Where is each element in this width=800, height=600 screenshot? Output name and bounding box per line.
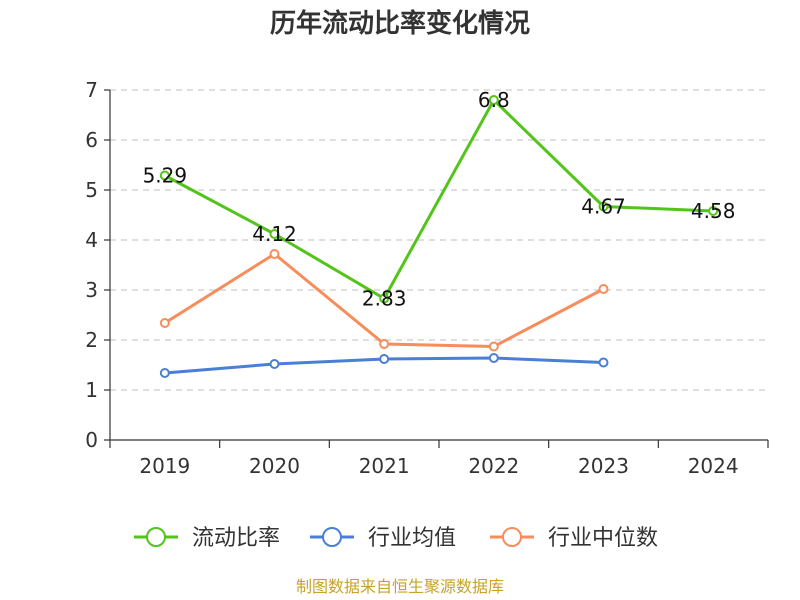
x-tick-label: 2020 xyxy=(249,454,300,478)
legend-marker xyxy=(502,527,522,547)
y-tick-label: 6 xyxy=(85,128,98,152)
x-tick-label: 2021 xyxy=(359,454,410,478)
data-point xyxy=(708,206,719,216)
y-tick-label: 0 xyxy=(85,428,98,452)
x-tick-label: 2022 xyxy=(468,454,519,478)
data-label: 2.83 xyxy=(362,287,407,311)
legend-item-label: 流动比率 xyxy=(192,526,280,551)
y-tick-label: 7 xyxy=(85,78,98,102)
data-point xyxy=(379,339,390,349)
data-point xyxy=(269,359,280,369)
series xyxy=(159,95,719,378)
source-note: 制图数据来自恒生聚源数据库 xyxy=(296,577,504,596)
data-labels: 5.29 4.12 2.83 6.8 4.67 4.58 xyxy=(143,88,736,311)
y-tick-label: 3 xyxy=(85,278,98,302)
x-tick-label: 2023 xyxy=(578,454,629,478)
data-point xyxy=(598,284,609,294)
data-point xyxy=(598,201,609,212)
y-tick-label: 4 xyxy=(85,228,98,252)
legend-item-label: 行业均值 xyxy=(368,526,456,551)
data-point xyxy=(159,318,170,328)
data-label: 5.29 xyxy=(143,164,188,188)
y-tick-label: 5 xyxy=(85,178,98,202)
data-point xyxy=(159,170,170,181)
data-point xyxy=(488,341,499,352)
series-line xyxy=(163,98,715,300)
legend-item-label: 行业中位数 xyxy=(548,526,658,551)
data-label: 4.58 xyxy=(691,199,736,223)
chart-title: 历年流动比率变化情况 xyxy=(270,8,530,39)
data-point xyxy=(269,229,280,239)
data-label: 6.8 xyxy=(478,88,510,112)
data-point xyxy=(488,353,499,363)
legend-marker xyxy=(322,527,342,547)
axes: 0 1 2 3 4 5 6 7 2019 2020 2021 2022 2023 2024 xyxy=(85,78,769,478)
data-point xyxy=(379,354,390,364)
data-label: 4.67 xyxy=(581,195,626,219)
data-label: 4.12 xyxy=(252,222,297,246)
data-point xyxy=(488,95,499,105)
y-tick-label: 2 xyxy=(85,328,98,352)
legend-marker xyxy=(146,527,166,547)
x-tick-label: 2019 xyxy=(139,454,190,478)
x-tick-label: 2024 xyxy=(688,454,739,478)
data-point xyxy=(159,368,170,378)
data-point xyxy=(598,357,609,368)
data-point xyxy=(269,249,280,259)
y-tick-label: 1 xyxy=(85,378,98,402)
data-point xyxy=(379,293,390,304)
legend: 流动比率 行业均值 行业中位数 xyxy=(134,526,658,551)
